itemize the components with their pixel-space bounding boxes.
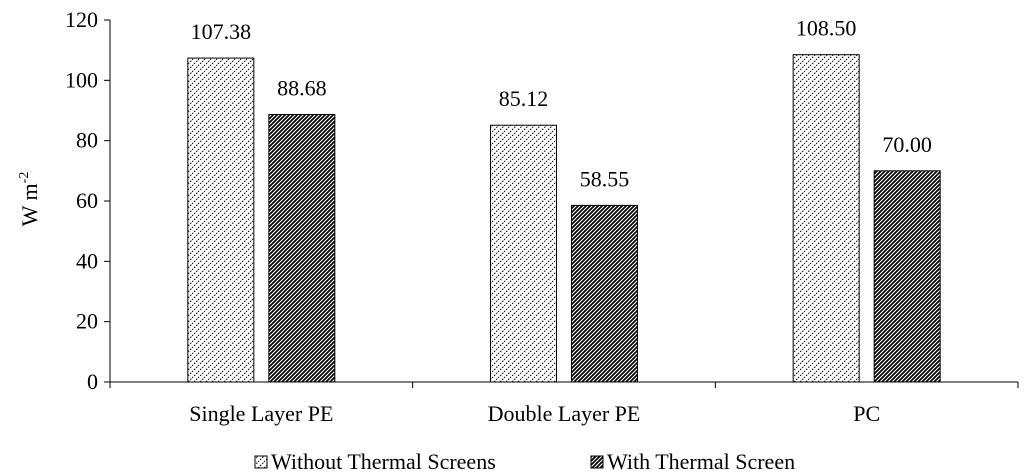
legend-swatch-without-thermal-screens: [254, 455, 268, 469]
bar-without-thermal-screens-single-layer-pe: [187, 57, 255, 383]
y-tick-label-60: 60: [76, 188, 98, 213]
legend-swatch-with-thermal-screen: [590, 455, 604, 469]
y-tick-label-80: 80: [76, 128, 98, 153]
bars: [187, 54, 941, 383]
data-label-without-thermal-screens-double-layer-pe: 85.12: [499, 86, 549, 111]
y-tick-label-120: 120: [65, 7, 98, 32]
y-axis-label: W m-2: [17, 172, 42, 227]
y-tick-label-100: 100: [65, 67, 98, 92]
data-label-without-thermal-screens-pc: 108.50: [796, 16, 857, 41]
y-tick-label-20: 20: [76, 309, 98, 334]
data-label-with-thermal-screen-single-layer-pe: 88.68: [277, 75, 327, 100]
axes: 0 20 40 60 80 100 120 Single Layer PE Double Lay…: [65, 7, 1019, 426]
bar-without-thermal-screens-pc: [792, 54, 860, 383]
data-label-with-thermal-screen-pc: 70.00: [882, 132, 932, 157]
x-tick-label-pc: PC: [853, 401, 880, 426]
y-axis-label-superscript: -2: [17, 172, 32, 184]
x-tick-label-single-layer-pe: Single Layer PE: [189, 401, 333, 426]
bar-with-thermal-screen-pc: [873, 170, 941, 383]
x-tick-label-double-layer-pe: Double Layer PE: [488, 401, 641, 426]
y-tick-label-40: 40: [76, 248, 98, 273]
data-label-with-thermal-screen-double-layer-pe: 58.55: [580, 166, 630, 191]
legend-label-with-thermal-screen: With Thermal Screen: [607, 449, 795, 474]
legend-label-without-thermal-screens: Without Thermal Screens: [271, 449, 496, 474]
bar-with-thermal-screen-single-layer-pe: [268, 113, 336, 383]
legend: Without Thermal Screens With Thermal Scr…: [254, 449, 795, 474]
bar-with-thermal-screen-double-layer-pe: [571, 204, 638, 383]
data-labels: 107.38 88.68 85.12 58.55 108.50 70.00: [191, 16, 932, 192]
y-tick-label-0: 0: [87, 369, 98, 394]
bar-without-thermal-screens-double-layer-pe: [490, 124, 557, 383]
data-label-without-thermal-screens-single-layer-pe: 107.38: [191, 19, 252, 44]
